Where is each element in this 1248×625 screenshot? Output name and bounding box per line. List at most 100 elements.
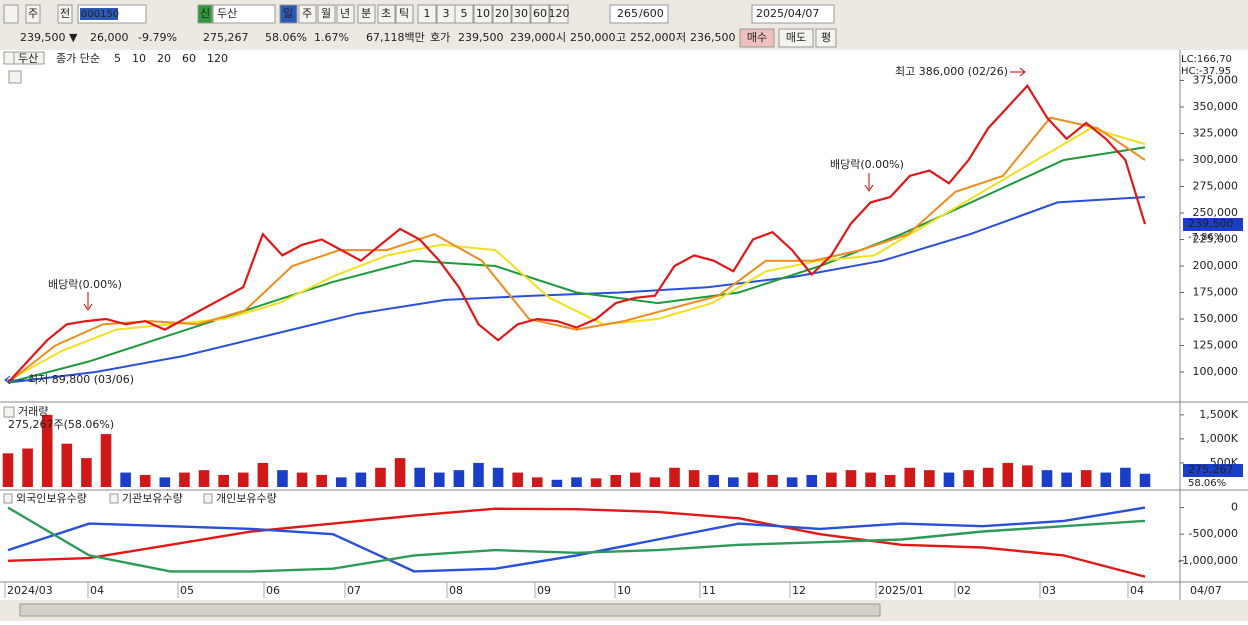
legend-item: 10 [132,52,146,65]
volume-bar [865,472,876,487]
volume-bar [982,467,994,487]
x-tick-label: 02 [957,584,971,597]
button[interactable] [377,4,396,24]
series-line [7,146,1146,384]
quote-field: 고 [616,31,626,44]
button[interactable] [609,4,669,24]
y-tick-label: 100,000 [1193,365,1239,378]
panel-summary: 275,267주(58.06%) [8,418,114,431]
buy-button[interactable]: 매수 [747,31,767,44]
volume-bar [139,474,151,487]
date-input[interactable]: 2025/04/07 [756,7,819,20]
button[interactable] [417,4,437,24]
button [13,51,45,65]
interval-button[interactable]: 3 [443,7,450,20]
volume-bar [551,479,563,487]
volume-bar [81,458,92,487]
volume-bar [61,443,73,487]
y-tick-label: 300,000 [1193,153,1239,166]
button[interactable] [815,28,837,48]
interval-button[interactable]: 20 [495,7,509,20]
stock-name: 두산 [217,7,237,20]
interval-button[interactable]: 1 [424,7,431,20]
button[interactable] [739,28,775,48]
tab[interactable]: 주 [28,7,38,20]
volume-bar [355,472,367,487]
volume-bar [1080,470,1092,487]
period-button[interactable]: 일 [283,6,293,20]
interval-button[interactable]: 60 [533,7,547,20]
quote-field: 시 [556,31,566,44]
button[interactable] [549,4,569,24]
volume-bar [630,472,641,487]
quote-field: 저 [676,31,686,44]
volume-bar [786,477,798,487]
annotation: HC:-37.95 [1181,66,1231,77]
button[interactable] [57,4,73,24]
price-tag [1183,218,1243,231]
legend-item: 120 [207,52,228,65]
x-tick-label: 03 [1042,584,1056,597]
annotation: 배당락(0.00%) [48,278,122,291]
button[interactable] [454,4,474,24]
button[interactable] [492,4,512,24]
button[interactable] [511,4,531,24]
button [3,4,19,24]
quote-field: 239,500 ▼ [20,31,78,44]
sell-button[interactable]: 매도 [786,31,806,44]
volume-bar [237,472,249,487]
period-button[interactable]: 년 [340,7,350,20]
button[interactable] [357,4,376,24]
series-line [7,83,1147,384]
volume-bar [22,448,33,487]
button[interactable] [298,4,317,24]
period-button[interactable]: 분 [361,7,371,20]
series-line [7,196,1146,384]
period-button[interactable]: 월 [321,7,331,20]
avg-button[interactable]: 평 [821,31,831,44]
button[interactable] [212,4,276,24]
x-tick-label: 09 [537,584,551,597]
button[interactable] [336,4,355,24]
volume-bar [375,467,386,487]
scroll-thumb[interactable] [19,603,881,617]
period-button[interactable]: 초 [381,7,391,20]
period-button[interactable]: 틱 [399,7,409,20]
interval-button[interactable]: 10 [476,7,490,20]
button[interactable] [317,4,336,24]
button[interactable] [473,4,493,24]
series-line [7,127,1146,382]
x-tick-label: 2024/03 [7,584,53,597]
volume-bar [198,470,210,487]
button[interactable] [751,4,835,24]
button [3,406,15,418]
y-tick-label: 275,000 [1193,180,1239,193]
volume-bar [1120,467,1131,487]
volume-bar [688,470,700,487]
legend-item: 기관보유수량 [122,492,183,505]
interval-button[interactable]: 120 [549,7,570,20]
panel-title: 거래량 [18,405,48,418]
volume-bar [335,477,347,487]
button[interactable] [778,28,814,48]
period-button[interactable]: 주 [302,7,312,20]
volume-bar [316,474,327,487]
volume-bar [1022,465,1033,487]
volume-bar [512,472,523,487]
series-line [7,507,1146,578]
badge: 신 [200,7,210,20]
interval-button[interactable]: 5 [461,7,468,20]
button[interactable] [395,4,414,24]
button[interactable] [25,4,41,24]
button[interactable] [279,4,298,24]
y-tick-label: 350,000 [1193,100,1239,113]
quote-field: 236,500 [690,31,736,44]
x-tick-label: 08 [449,584,463,597]
button[interactable] [530,4,550,24]
tab[interactable]: 전 [60,7,70,20]
volume-bar [218,474,229,487]
y-tick-label: 250,000 [1193,206,1239,219]
volume-bar [257,462,269,487]
y-tick-label: 150,000 [1193,312,1239,325]
interval-button[interactable]: 30 [514,7,528,20]
